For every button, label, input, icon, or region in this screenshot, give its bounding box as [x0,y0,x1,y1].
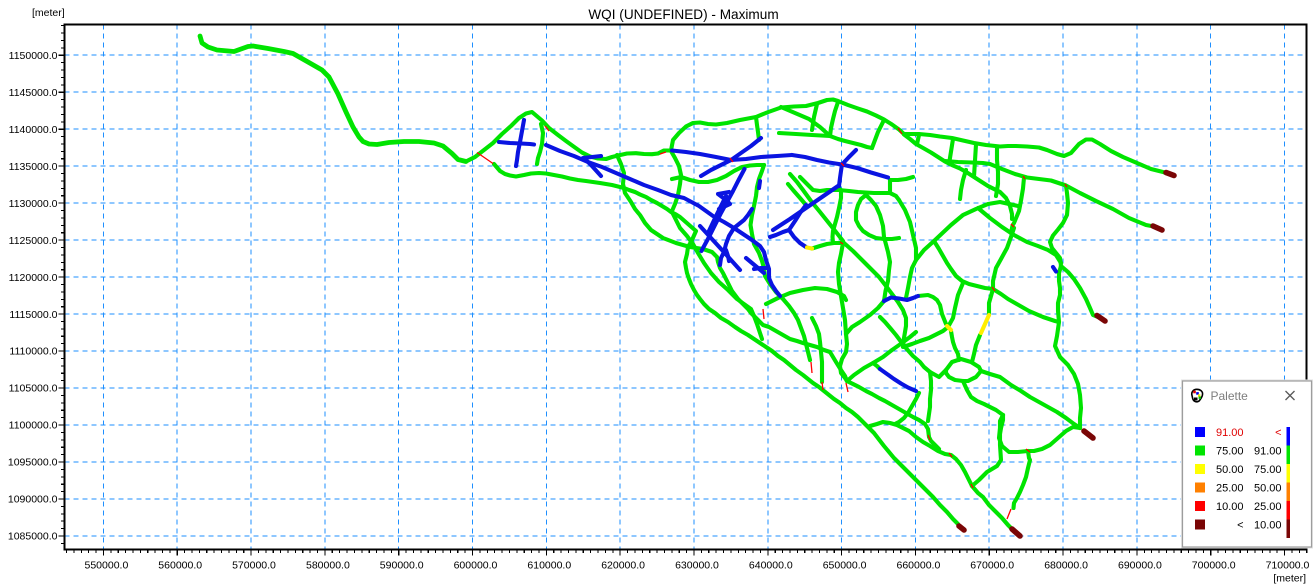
svg-text:75.00: 75.00 [1216,446,1244,458]
svg-text:25.00: 25.00 [1216,483,1244,495]
svg-text:1130000.0: 1130000.0 [9,198,58,210]
svg-text:550000.0: 550000.0 [85,560,129,572]
svg-text:WQI (UNDEFINED) - Maximum: WQI (UNDEFINED) - Maximum [588,7,778,22]
svg-text:75.00: 75.00 [1254,464,1282,476]
svg-text:Palette: Palette [1211,389,1249,403]
svg-text:590000.0: 590000.0 [380,560,424,572]
svg-text:710000.0: 710000.0 [1266,560,1310,572]
svg-text:91.00: 91.00 [1254,446,1282,458]
svg-text:<: < [1237,520,1243,532]
svg-text:690000.0: 690000.0 [1118,560,1162,572]
svg-text:570000.0: 570000.0 [232,560,276,572]
svg-text:630000.0: 630000.0 [675,560,719,572]
svg-text:1105000.0: 1105000.0 [9,383,58,395]
svg-text:25.00: 25.00 [1254,501,1282,513]
svg-text:680000.0: 680000.0 [1044,560,1088,572]
svg-text:560000.0: 560000.0 [158,560,202,572]
svg-text:50.00: 50.00 [1254,483,1282,495]
svg-text:660000.0: 660000.0 [897,560,941,572]
svg-text:[meter]: [meter] [1273,573,1306,585]
svg-text:580000.0: 580000.0 [306,560,350,572]
svg-text:1100000.0: 1100000.0 [9,420,58,432]
svg-text:1145000.0: 1145000.0 [9,87,58,99]
svg-text:1135000.0: 1135000.0 [9,161,58,173]
svg-text:1085000.0: 1085000.0 [8,531,58,543]
svg-text:650000.0: 650000.0 [823,560,867,572]
svg-text:620000.0: 620000.0 [601,560,645,572]
svg-text:670000.0: 670000.0 [970,560,1014,572]
svg-text:1150000.0: 1150000.0 [9,50,58,62]
svg-text:1110000.0: 1110000.0 [9,346,57,358]
svg-text:10.00: 10.00 [1254,520,1282,532]
svg-text:640000.0: 640000.0 [749,560,793,572]
svg-text:600000.0: 600000.0 [454,560,498,572]
svg-text:1120000.0: 1120000.0 [9,272,58,284]
svg-text:91.00: 91.00 [1216,427,1244,439]
svg-text:10.00: 10.00 [1216,501,1244,513]
svg-text:<: < [1275,427,1281,439]
svg-text:610000.0: 610000.0 [527,560,571,572]
svg-text:1140000.0: 1140000.0 [9,124,58,136]
svg-text:1090000.0: 1090000.0 [8,494,58,506]
svg-text:1125000.0: 1125000.0 [9,235,58,247]
svg-text:700000.0: 700000.0 [1192,560,1236,572]
svg-text:50.00: 50.00 [1216,464,1244,476]
svg-text:1095000.0: 1095000.0 [8,457,58,469]
svg-text:[meter]: [meter] [32,7,65,19]
svg-text:1115000.0: 1115000.0 [9,309,57,321]
